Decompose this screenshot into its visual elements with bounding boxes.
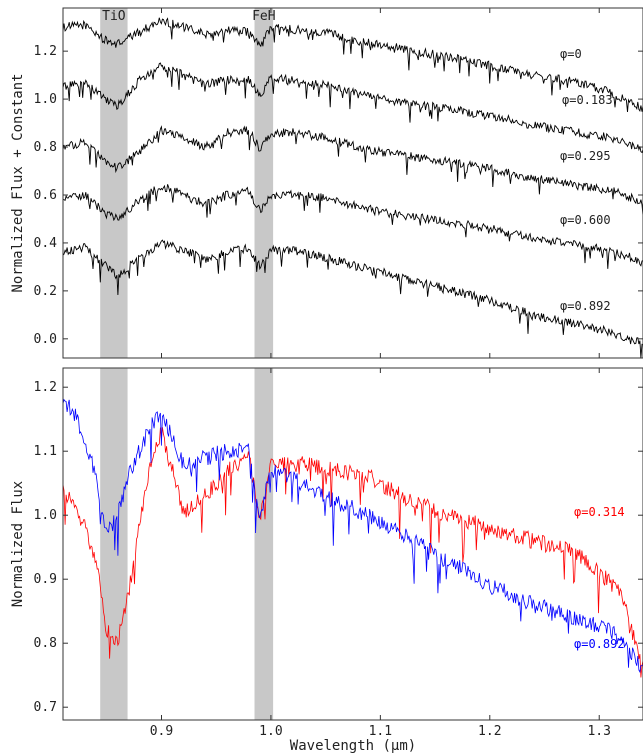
bottom-phase-labels: φ=0.314 φ=0.892	[574, 505, 625, 651]
bottom-y-axis-title: Normalized Flux	[10, 481, 26, 607]
x-tick-label: 1.3	[587, 724, 610, 739]
band-label-tio: TiO	[102, 9, 126, 24]
phase-label-top-0: φ=0	[560, 47, 582, 61]
top-absorption-bands: TiO FeH	[100, 8, 276, 358]
spectrum-line-top-4	[62, 239, 643, 359]
spectrum-line-top-0	[62, 17, 643, 113]
y-tick-label: 1.0	[34, 508, 57, 523]
x-tick-label: 1.0	[259, 724, 282, 739]
spectrum-line-top-1	[62, 62, 643, 154]
top-x-ticks	[160, 8, 600, 358]
spectrum-line-bottom-1	[62, 398, 643, 674]
top-y-ticks: 0.0 0.2 0.4 0.6 0.8 1.0 1.2	[34, 44, 643, 347]
band-feh	[254, 8, 274, 358]
bottom-plot-frame	[62, 367, 643, 721]
bottom-absorption-bands	[100, 368, 274, 720]
y-tick-label: 0.7	[34, 700, 57, 715]
spectrum-line-bottom-0	[62, 427, 643, 678]
y-tick-label: 1.2	[34, 44, 57, 59]
bottom-y-ticks: 0.7 0.8 0.9 1.0 1.1 1.2	[34, 380, 643, 715]
phase-label-bottom-1: φ=0.892	[574, 637, 625, 651]
band-label-feh: FeH	[252, 9, 275, 24]
y-tick-label: 1.1	[34, 444, 57, 459]
phase-label-bottom-0: φ=0.314	[574, 505, 625, 519]
top-series-group	[62, 17, 643, 359]
x-tick-label: 1.2	[478, 724, 501, 739]
x-tick-label: 1.1	[369, 724, 392, 739]
y-tick-label: 0.6	[34, 188, 57, 203]
phase-label-top-1: φ=0.183	[562, 93, 613, 107]
band-feh	[254, 368, 274, 720]
x-axis-title: Wavelength (μm)	[290, 738, 416, 754]
band-tio	[100, 8, 128, 358]
phase-label-top-2: φ=0.295	[560, 149, 611, 163]
top-plot-frame	[62, 7, 643, 359]
y-tick-label: 0.0	[34, 332, 57, 347]
y-tick-label: 1.0	[34, 92, 57, 107]
top-y-axis-title: Normalized Flux + Constant	[10, 73, 26, 292]
phase-label-top-3: φ=0.600	[560, 213, 611, 227]
phase-label-top-4: φ=0.892	[560, 299, 611, 313]
top-panel: TiO FeH 0.00.20.40.60.81.01.2 φ=0φ=0.183φ…	[10, 7, 643, 359]
bottom-x-ticks: 0.9 1.0 1.1 1.2 1.3	[150, 368, 611, 739]
bottom-panel: 0.7 0.8 0.9 1.0 1.1 1.2 0.9 1.0 1.1 1.2 1.3 φ=0.3…	[10, 367, 643, 754]
spectrum-line-top-3	[62, 184, 643, 269]
y-tick-label: 0.8	[34, 636, 57, 651]
top-phase-labels: φ=0 φ=0.183 φ=0.295 φ=0.600 φ=0.892	[560, 47, 613, 313]
x-tick-label: 0.9	[150, 724, 173, 739]
y-tick-label: 0.8	[34, 140, 57, 155]
y-tick-label: 0.9	[34, 572, 57, 587]
y-tick-label: 1.2	[34, 380, 57, 395]
band-tio	[100, 368, 128, 720]
y-tick-label: 0.2	[34, 284, 57, 299]
y-tick-label: 0.4	[34, 236, 58, 251]
bottom-series-group	[62, 398, 643, 678]
spectrum-line-top-2	[62, 125, 643, 216]
